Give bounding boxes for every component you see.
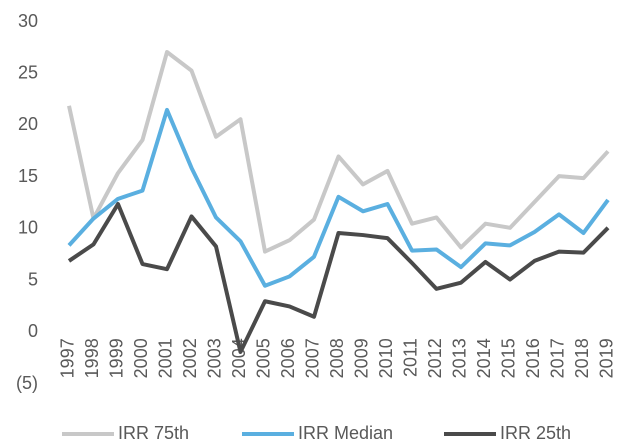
x-tick-label: 2011 — [401, 338, 421, 377]
x-tick-label: 2018 — [572, 338, 592, 378]
x-tick-label: 2005 — [254, 338, 274, 378]
legend-label: IRR 25th — [500, 423, 571, 443]
y-tick-label: 30 — [18, 11, 38, 31]
x-tick-label: 2007 — [303, 338, 323, 378]
x-tick-label: 2016 — [523, 338, 543, 378]
x-tick-label: 2009 — [352, 338, 372, 378]
x-tick-label: 2008 — [327, 338, 347, 378]
x-tick-label: 2010 — [376, 338, 396, 378]
x-tick-label: 2002 — [180, 338, 200, 378]
x-tick-label: 2019 — [597, 338, 617, 378]
x-tick-label: 1998 — [82, 338, 102, 378]
line-series — [67, 107, 610, 288]
x-tick-label: 1999 — [107, 338, 127, 378]
x-tick-label: 2000 — [131, 338, 151, 378]
x-tick-label: 2012 — [425, 338, 445, 378]
x-tick-label: 2006 — [278, 338, 298, 378]
y-tick-label: (5) — [16, 373, 38, 393]
x-tick-label: 2013 — [450, 338, 470, 378]
legend-label: IRR 75th — [118, 423, 189, 443]
y-tick-label: 0 — [28, 321, 38, 341]
y-tick-label: 20 — [18, 114, 38, 134]
x-tick-label: 2003 — [205, 338, 225, 378]
x-tick-label: 1997 — [58, 338, 78, 378]
y-tick-label: 5 — [28, 269, 38, 289]
y-tick-label: 15 — [18, 166, 38, 186]
x-tick-label: 2001 — [156, 338, 176, 378]
x-tick-label: 2017 — [548, 338, 568, 378]
y-tick-label: 25 — [18, 62, 38, 82]
x-tick-label: 2014 — [474, 338, 494, 378]
line-series — [67, 49, 610, 254]
y-tick-label: 10 — [18, 218, 38, 238]
line-series — [67, 202, 610, 354]
legend-label: IRR Median — [298, 423, 393, 443]
x-tick-label: 2015 — [499, 338, 519, 378]
